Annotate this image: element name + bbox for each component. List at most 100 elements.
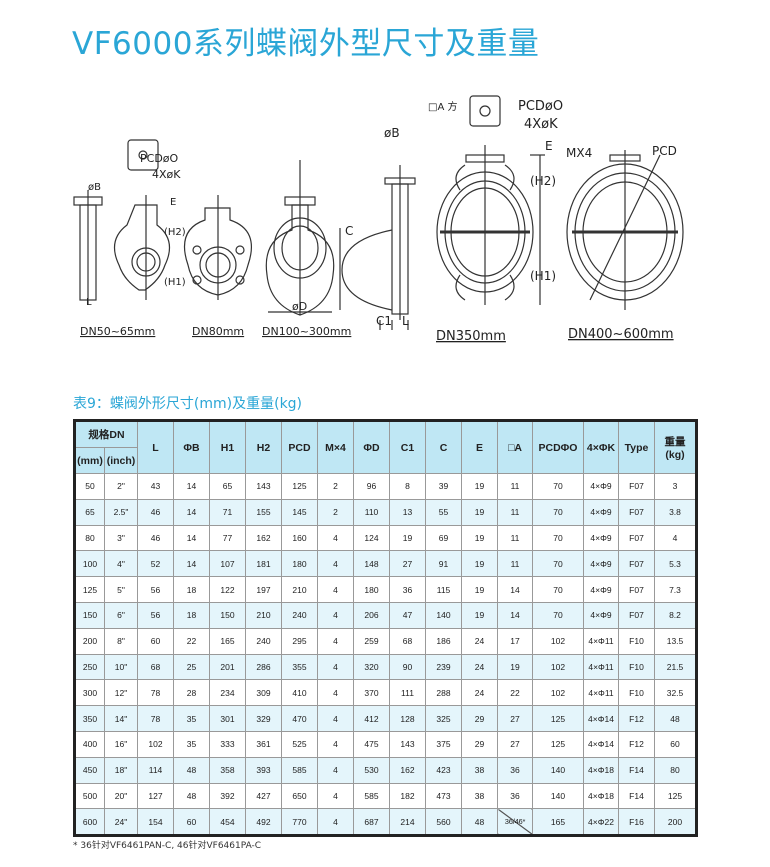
header-inch: (inch) xyxy=(104,447,138,474)
table-cell: 78 xyxy=(137,705,174,732)
table-cell: 28 xyxy=(173,679,210,707)
table-cell: F10 xyxy=(618,627,655,655)
table-cell: F07 xyxy=(618,550,655,578)
table-cell: 4×Φ11 xyxy=(583,653,619,681)
table-cell: 4×Φ14 xyxy=(583,730,619,758)
table-cell: 91 xyxy=(425,550,462,578)
table-cell: 560 xyxy=(425,808,462,837)
table-cell: 7.3 xyxy=(654,576,697,603)
table-cell: F07 xyxy=(618,576,655,603)
table-cell: 4×Φ9 xyxy=(583,576,619,603)
table-cell: 78 xyxy=(137,679,174,707)
caption-dn50-65: DN50~65mm xyxy=(80,325,155,338)
table-cell: 68 xyxy=(389,627,426,655)
table-cell: 530 xyxy=(353,756,390,784)
table-row: 80 3" 46 14 77 162 160 4 124 19 69 19 11 70 4×Φ9 F07 4 xyxy=(74,524,697,552)
drawing-dn400-600 xyxy=(566,150,684,310)
table-cell: 309 xyxy=(245,679,282,707)
table-cell: 2" xyxy=(104,473,138,500)
table-cell: 52 xyxy=(137,550,174,578)
label-h1: (H1) xyxy=(530,269,556,283)
table-cell: 14 xyxy=(497,576,533,603)
table-cell: 29 xyxy=(461,730,498,758)
table-cell: 65 xyxy=(209,473,246,500)
table-cell: 412 xyxy=(353,705,390,732)
table-cell: 32.5 xyxy=(654,679,697,707)
table-cell: 19 xyxy=(389,524,426,552)
table-cell: F12 xyxy=(618,730,655,758)
table-row: 50 2" 43 14 65 143 125 2 96 8 39 19 11 70 4×Φ9 F07 3 xyxy=(74,473,697,500)
caption-dn400-600: DN400~600mm xyxy=(568,327,674,342)
table-cell: 14 xyxy=(173,473,210,500)
table-cell: 427 xyxy=(245,782,282,810)
table-cell: 43 xyxy=(137,473,174,500)
table-cell: 20" xyxy=(104,782,138,810)
table-cell: 240 xyxy=(281,601,318,629)
table-cell: 525 xyxy=(281,730,318,758)
table-cell: 18" xyxy=(104,756,138,784)
table-row: 65 2.5" 46 14 71 155 145 2 110 13 55 19 11 70 4×Φ9 F07 3… xyxy=(74,498,697,526)
dimension-table: 规格DN L ΦB H1 H2 PCD M×4 ΦD C1 C E □A PCDΦO 4×ΦK Type 重… xyxy=(73,419,698,838)
table-cell: 150 xyxy=(209,601,246,629)
table-cell: 102 xyxy=(532,653,584,681)
table-cell: 29 xyxy=(461,705,498,732)
header-col: ΦD xyxy=(353,420,390,474)
table-cell: 14 xyxy=(173,550,210,578)
table-cell: 454 xyxy=(209,808,246,837)
table-cell: 240 xyxy=(245,627,282,655)
label-4k-small: 4XøK xyxy=(152,168,181,181)
table-row: 300 12" 78 28 234 309 410 4 370 111 288 24 22 102 4×Φ1… xyxy=(74,679,697,707)
table-cell: 36/46* xyxy=(497,808,533,837)
table-cell: 8 xyxy=(389,473,426,500)
table-cell: 46 xyxy=(137,524,174,552)
table-cell: 160 xyxy=(281,524,318,552)
label-phi-b-small: øB xyxy=(88,182,101,193)
table-cell: 410 xyxy=(281,679,318,707)
table-cell: 4×Φ18 xyxy=(583,756,619,784)
table-cell: 71 xyxy=(209,498,246,526)
drawing-dn100-300 xyxy=(265,160,335,316)
table-cell: 687 xyxy=(353,808,390,837)
label-pcd-o-small: PCDøO xyxy=(140,152,179,165)
table-cell: 102 xyxy=(532,679,584,707)
table-cell: 77 xyxy=(209,524,246,552)
table-cell: 111 xyxy=(389,679,426,707)
table-cell: 127 xyxy=(137,782,174,810)
table-cell: 333 xyxy=(209,730,246,758)
table-cell: 11 xyxy=(497,498,533,526)
table-cell: 4 xyxy=(317,627,354,655)
table-cell: 38 xyxy=(461,782,498,810)
table-cell: 39 xyxy=(425,473,462,500)
drawing-dn50-65 xyxy=(73,139,171,305)
table-cell: F14 xyxy=(618,782,655,810)
label-pcd: PCD xyxy=(652,144,677,158)
table-cell: 4×Φ9 xyxy=(583,524,619,552)
table-cell: 48 xyxy=(654,705,697,732)
table-cell: 492 xyxy=(245,808,282,837)
header-col: ΦB xyxy=(173,420,210,474)
header-weight: 重量 (kg) xyxy=(654,420,697,474)
table-cell: 70 xyxy=(532,473,584,500)
table-cell: F12 xyxy=(618,705,655,732)
table-cell: 27 xyxy=(497,705,533,732)
table-cell: 4×Φ9 xyxy=(583,550,619,578)
table-cell: 186 xyxy=(425,627,462,655)
table-cell: 355 xyxy=(281,653,318,681)
table-cell: 180 xyxy=(281,550,318,578)
label-mx4: MX4 xyxy=(566,146,592,160)
table-cell: 358 xyxy=(209,756,246,784)
table-cell: 14" xyxy=(104,705,138,732)
table-row: 200 8" 60 22 165 240 295 4 259 68 186 24 17 102 4×Φ11 F… xyxy=(74,627,697,655)
table-cell: 165 xyxy=(532,808,584,837)
table-cell: 2 xyxy=(317,473,354,500)
header-col: C1 xyxy=(389,420,426,474)
table-cell: 375 xyxy=(425,730,462,758)
table-cell: 19 xyxy=(461,576,498,603)
label-l-small: L xyxy=(86,297,92,308)
label-l: L xyxy=(402,314,409,328)
table-cell: 35 xyxy=(173,705,210,732)
table-cell: 162 xyxy=(245,524,282,552)
table-cell: 288 xyxy=(425,679,462,707)
table-cell: 70 xyxy=(532,524,584,552)
table-cell: 14 xyxy=(497,601,533,629)
